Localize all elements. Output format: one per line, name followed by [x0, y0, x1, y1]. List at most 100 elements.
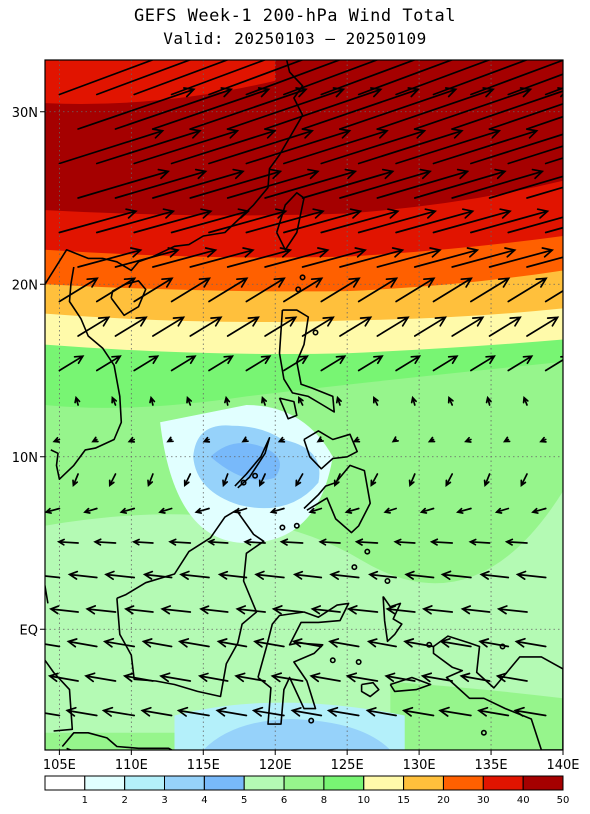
- wind-vector: [147, 473, 154, 488]
- colorbar-label: 15: [397, 795, 410, 806]
- wind-vector: [333, 473, 341, 488]
- colorbar-label: 6: [281, 795, 287, 806]
- wind-vector: [297, 396, 304, 406]
- wind-vector: [451, 316, 485, 337]
- coast-sumatra-tip: [45, 659, 74, 732]
- wind-vector: [253, 638, 285, 648]
- wind-vector: [245, 60, 342, 96]
- wind-vector: [507, 355, 534, 372]
- colorbar-swatch: [363, 775, 405, 791]
- map-frame: [44, 59, 564, 751]
- wind-vector: [526, 115, 563, 130]
- colorbar-swatch: [403, 775, 444, 791]
- wind-vector: [245, 355, 272, 372]
- wind-vector: [395, 60, 492, 96]
- wind-vector: [95, 128, 202, 165]
- wind-vector: [168, 538, 192, 546]
- wind-vector: [202, 436, 211, 443]
- wind-vector: [114, 316, 148, 337]
- wind-vector: [339, 316, 373, 337]
- y-tick-label: 20N: [12, 278, 38, 293]
- wind-vector: [470, 277, 511, 303]
- wind-vector: [318, 538, 341, 546]
- wind-vector: [283, 277, 324, 303]
- coast-malay: [45, 583, 49, 604]
- wind-vector: [95, 355, 122, 372]
- coast-newguinea: [432, 635, 563, 750]
- wind-vector: [235, 605, 266, 615]
- wind-vector: [335, 395, 342, 406]
- wind-vector: [320, 128, 427, 165]
- wind-vector: [58, 128, 165, 165]
- wind-vector: [502, 436, 511, 443]
- coast-visayas: [303, 430, 358, 470]
- colorbar-swatch: [522, 775, 564, 791]
- wind-vector: [199, 605, 229, 615]
- coast-islet: [384, 577, 391, 584]
- wind-vector: [264, 247, 330, 268]
- coast-luzon: [278, 309, 335, 413]
- wind-vector: [179, 570, 210, 580]
- wind-vectors: [45, 60, 563, 717]
- colorbar: 1 2 3 4 5 6 8 10 15 20 30 40 50: [44, 775, 570, 806]
- wind-vector: [111, 395, 118, 406]
- coast-islet: [299, 274, 306, 281]
- wind-vector: [183, 473, 192, 487]
- axes: 105E 110E 115E 120E 125E 130E 135E 140E EQ 10N 20N…: [12, 106, 580, 773]
- wind-vector: [170, 208, 251, 234]
- wind-vector: [58, 208, 138, 234]
- wind-vector: [488, 247, 555, 268]
- wind-vector: [233, 507, 248, 514]
- wind-vector: [420, 672, 454, 683]
- wind-vector: [45, 712, 61, 717]
- coast-islet: [329, 657, 336, 664]
- wind-vector: [77, 247, 143, 268]
- wind-vector: [316, 436, 324, 443]
- wind-vector: [485, 395, 492, 406]
- chart-title: GEFS Week-1 200-hPa Wind Total: [133, 6, 457, 26]
- wind-vector: [507, 145, 563, 165]
- coastlines: [45, 60, 563, 750]
- wind-vector: [345, 672, 379, 683]
- wind-vector: [160, 605, 192, 615]
- wind-vector: [222, 473, 229, 488]
- coast-mindanao: [303, 464, 371, 534]
- wind-vector: [67, 570, 98, 580]
- colorbar-swatch: [203, 775, 245, 791]
- colorbar-swatch: [283, 775, 325, 791]
- wind-vector: [186, 395, 193, 406]
- wind-vector: [413, 168, 507, 199]
- coast-islet: [252, 472, 259, 479]
- wind-vector: [295, 473, 304, 487]
- wind-vector: [432, 355, 459, 372]
- wind-vector: [52, 436, 61, 443]
- wind-vector: [520, 473, 528, 487]
- wind-vector: [504, 538, 528, 546]
- coast-java: [61, 732, 174, 750]
- wind-vector: [427, 436, 436, 443]
- wind-vector: [84, 672, 117, 683]
- wind-vector: [226, 316, 260, 337]
- coast-islet: [351, 564, 358, 571]
- wind-vector: [215, 707, 248, 717]
- wind-vector: [357, 60, 454, 96]
- wind-vector: [279, 538, 304, 546]
- wind-vector: [133, 355, 160, 372]
- wind-vector: [114, 168, 208, 199]
- colorbar-swatch: [44, 775, 86, 791]
- wind-vector: [108, 473, 117, 487]
- wind-vector: [264, 168, 358, 199]
- wind-vector: [470, 60, 563, 96]
- wind-vector: [258, 473, 266, 487]
- wind-vector: [58, 60, 155, 96]
- wind-vector: [292, 570, 323, 580]
- colorbar-label: 50: [557, 795, 570, 806]
- wind-vector: [479, 570, 510, 580]
- colorbar-label: 10: [357, 795, 370, 806]
- wind-vector: [357, 355, 384, 372]
- colorbar-swatch: [243, 775, 285, 791]
- wind-vector: [320, 208, 400, 234]
- x-tick-label: 125E: [331, 758, 364, 773]
- wind-vector: [104, 570, 136, 581]
- coast-islet: [295, 286, 302, 293]
